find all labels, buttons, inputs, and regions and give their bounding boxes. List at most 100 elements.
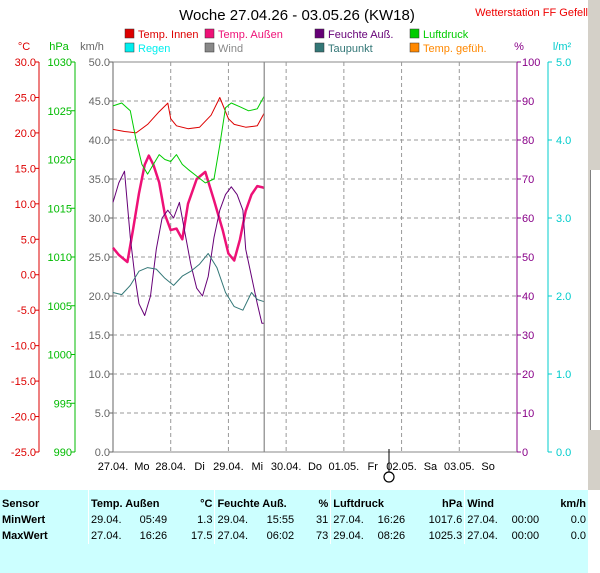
x-tick-weekday: So [481, 461, 494, 473]
legend-swatch [204, 42, 215, 53]
row-label: MaxWert [2, 530, 48, 542]
temp-axis-unit: °C [18, 41, 30, 53]
pressure-axis-tick-label: 1005 [48, 301, 72, 313]
temp-axis-tick-label: -10.0 [11, 341, 36, 353]
pressure-date: 29.04. [330, 528, 376, 544]
humidity-date: 29.04. [214, 512, 265, 528]
pressure-value: 1025.3 [428, 530, 463, 542]
temp-date: 29.04. [87, 512, 138, 528]
pressure-axis-tick-label: 990 [54, 447, 72, 459]
statistics-table: Sensor Temp. Außen °C Feuchte Auß. % Luf… [0, 490, 588, 544]
x-tick-date: 03.05. [444, 461, 475, 473]
pressure-time: 16:26 [377, 514, 406, 526]
stats-row-max: MaxWert 27.04. 16:26 17.5 27.04. 06:02 7… [0, 528, 588, 544]
rain-axis-tick-label: 2.0 [556, 291, 571, 303]
temp-date: 27.04. [87, 528, 138, 544]
x-tick-weekday: Fr [368, 461, 379, 473]
stats-row-min: MinWert 29.04. 05:49 1.3 29.04. 15:55 31… [0, 512, 588, 528]
wind-value: 0.0 [570, 530, 586, 542]
x-tick-weekday: Sa [424, 461, 438, 473]
humidity-axis-tick-label: 40 [522, 291, 534, 303]
humidity-value: 73 [315, 530, 329, 542]
wind-axis-tick-label: 5.0 [95, 408, 110, 420]
legend-label: Temp. Außen [218, 29, 283, 41]
right-side-panel [588, 0, 600, 490]
series-line [112, 95, 265, 184]
wind-axis-tick-label: 25.0 [89, 252, 110, 264]
legend-label: Temp. gefüh. [423, 43, 487, 55]
temp-axis-tick-label: 10.0 [15, 199, 36, 211]
rain-axis-tick-label: 4.0 [556, 135, 571, 147]
header-pressure-unit: hPa [442, 498, 463, 510]
wind-axis-tick-label: 40.0 [89, 135, 110, 147]
temp-axis-tick-label: -25.0 [11, 447, 36, 459]
series-line [112, 253, 265, 311]
humidity-axis-unit: % [514, 41, 524, 53]
humidity-value: 31 [315, 514, 329, 526]
rain-axis-tick-label: 5.0 [556, 57, 571, 69]
pressure-axis-tick-label: 1030 [48, 57, 72, 69]
rain-axis-tick-label: 0.0 [556, 447, 571, 459]
temp-axis-tick-label: 5.0 [21, 234, 36, 246]
temp-value: 1.3 [197, 514, 213, 526]
temp-axis-tick-label: 25.0 [15, 92, 36, 104]
header-wind-unit: km/h [560, 498, 586, 510]
wind-time: 00:00 [511, 514, 540, 526]
humidity-axis-tick-label: 30 [522, 330, 534, 342]
row-label: MinWert [2, 514, 46, 526]
temp-axis-tick-label: -15.0 [11, 376, 36, 388]
wind-axis-tick-label: 0.0 [95, 447, 110, 459]
x-tick-weekday: Mo [134, 461, 149, 473]
x-tick-date: 30.04. [271, 461, 302, 473]
legend-label: Wind [218, 43, 243, 55]
legend-swatch [409, 42, 420, 53]
header-temp: Temp. Außen [87, 490, 182, 512]
wind-axis-tick-label: 15.0 [89, 330, 110, 342]
station-name: Wetterstation FF Gefell [475, 7, 588, 19]
legend-swatch [409, 28, 420, 39]
temp-time: 05:49 [139, 514, 168, 526]
rain-axis-tick-label: 1.0 [556, 369, 571, 381]
x-tick-date: 29.04. [213, 461, 244, 473]
pressure-axis-tick-label: 1015 [48, 203, 72, 215]
wind-axis-unit: km/h [80, 41, 104, 53]
statistics-header-row: Sensor Temp. Außen °C Feuchte Auß. % Luf… [0, 490, 588, 512]
pressure-axis-unit: hPa [49, 41, 69, 53]
temp-axis-tick-label: 20.0 [15, 128, 36, 140]
pressure-axis-tick-label: 1020 [48, 155, 72, 167]
temp-axis-tick-label: 15.0 [15, 163, 36, 175]
humidity-axis-tick-label: 50 [522, 252, 534, 264]
pressure-axis-tick-label: 995 [54, 398, 72, 410]
humidity-axis-tick-label: 70 [522, 174, 534, 186]
legend-swatch [314, 42, 325, 53]
pressure-time: 08:26 [377, 530, 406, 542]
wind-date: 27.04. [464, 528, 510, 544]
header-temp-unit: °C [200, 498, 213, 510]
humidity-axis-tick-label: 100 [522, 57, 540, 69]
humidity-axis-tick-label: 60 [522, 213, 534, 225]
time-cursor-knob [383, 471, 395, 483]
x-tick-date: 28.04. [155, 461, 186, 473]
series-line [112, 154, 265, 264]
legend-label: Regen [138, 43, 170, 55]
humidity-axis-tick-label: 10 [522, 408, 534, 420]
x-tick-weekday: Mi [251, 461, 263, 473]
pressure-axis-tick-label: 1010 [48, 252, 72, 264]
wind-date: 27.04. [464, 512, 510, 528]
header-sensor: Sensor [2, 498, 40, 510]
legend-swatch [124, 42, 135, 53]
humidity-time: 15:55 [266, 514, 295, 526]
series-line [112, 170, 265, 324]
legend-swatch [204, 28, 215, 39]
pressure-value: 1017.6 [428, 514, 463, 526]
x-tick-date: 27.04. [98, 461, 129, 473]
temp-axis-tick-label: 30.0 [15, 57, 36, 69]
temp-value: 17.5 [191, 530, 213, 542]
temp-axis-tick-label: -20.0 [11, 412, 36, 424]
temp-axis-tick-label: -5.0 [17, 305, 36, 317]
header-wind: Wind [464, 490, 550, 512]
wind-axis-tick-label: 45.0 [89, 96, 110, 108]
x-tick-weekday: Do [308, 461, 322, 473]
pressure-axis-tick-label: 1000 [48, 350, 72, 362]
header-humidity-unit: % [318, 498, 329, 510]
